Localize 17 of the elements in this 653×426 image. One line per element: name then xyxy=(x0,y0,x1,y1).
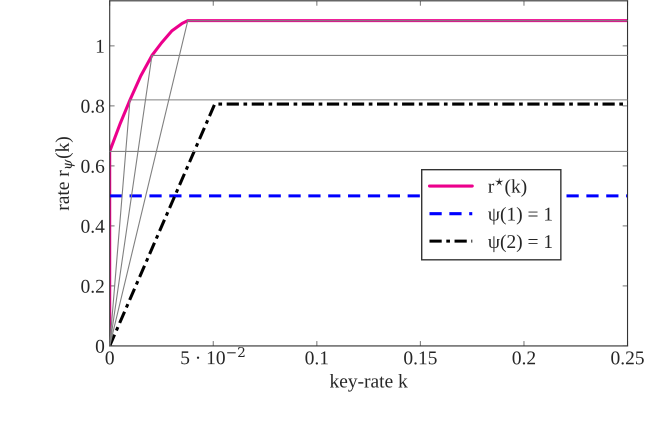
y-tick-label: 1 xyxy=(96,40,104,53)
x-tick-label: 0.25 xyxy=(611,351,644,365)
y-tick-label: 0.4 xyxy=(81,220,105,233)
legend-label: ψ(2) = 1 xyxy=(488,234,552,252)
x-tick-label: 0 xyxy=(106,351,114,364)
y-tick-label: 0 xyxy=(96,340,104,353)
legend-label: r$^{⋆}$(k) xyxy=(488,177,526,197)
y-tick-label: 0.8 xyxy=(81,100,104,113)
y-axis-title: rate r$_{ψ}$(k) xyxy=(55,137,75,210)
y-tick-label: 0.2 xyxy=(81,280,104,293)
x-tick-label: 0.1 xyxy=(305,351,328,365)
legend-label: ψ(1) = 1 xyxy=(488,206,552,225)
y-tick-label: 0.6 xyxy=(81,160,104,173)
x-tick-label: 0.2 xyxy=(512,351,536,365)
x-tick-label: 0.15 xyxy=(404,351,437,365)
x-axis-title: key-rate k xyxy=(330,374,408,392)
x-tick-label: 5 · 10$^{−2}$ xyxy=(181,346,244,364)
